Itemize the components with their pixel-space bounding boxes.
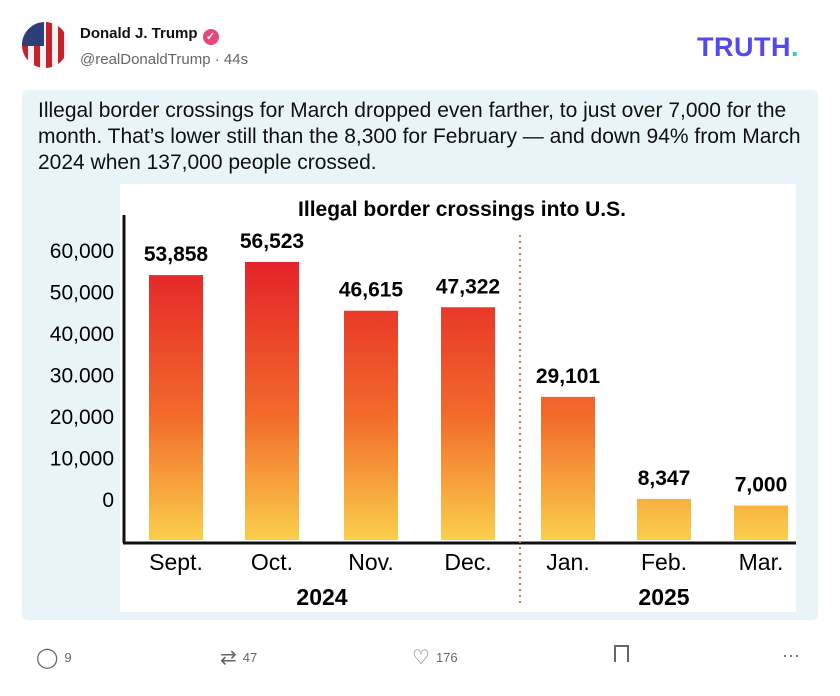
chart: Illegal border crossings into U.S. 60,00… xyxy=(50,198,796,610)
y-tick-label: 20,000 xyxy=(50,406,114,429)
retruth-icon: ⇄ xyxy=(220,647,237,669)
post-text: Illegal border crossings for March dropp… xyxy=(38,99,801,174)
chart-title: Illegal border crossings into U.S. xyxy=(298,198,626,221)
bar-value-label: 56,523 xyxy=(240,230,304,253)
y-tick-label: 40,000 xyxy=(50,323,114,346)
verified-badge-icon: ✓ xyxy=(202,29,219,45)
bar-sept xyxy=(149,275,203,540)
x-tick-label: Sept. xyxy=(149,549,203,575)
bar-jan xyxy=(541,396,595,540)
bar-feb xyxy=(637,498,691,540)
bar-value-label: 46,615 xyxy=(339,279,404,302)
x-tick-label: Jan. xyxy=(546,549,589,575)
bar-value-label: 29,101 xyxy=(536,365,601,388)
author-handle: @realDonaldTrump · 44s xyxy=(80,51,249,68)
x-tick-label: Oct. xyxy=(251,549,293,575)
retruth-button[interactable]: ⇄ 47 xyxy=(220,647,258,669)
y-tick-label: 30.000 xyxy=(50,365,114,388)
x-tick-label: Feb. xyxy=(641,549,687,575)
bar-value-label: 47,322 xyxy=(436,275,500,298)
x-tick-label: Mar. xyxy=(739,549,784,575)
y-tick-label: 10,000 xyxy=(50,448,114,471)
bookmark-icon xyxy=(614,645,629,662)
y-tick-label: 60,000 xyxy=(50,240,114,263)
y-tick-label: 0 xyxy=(102,489,114,512)
y-tick-label: 50,000 xyxy=(50,282,114,305)
year-label: 2025 xyxy=(638,584,689,610)
bar-oct xyxy=(245,262,299,540)
bar-nov xyxy=(344,310,398,540)
bar-dec xyxy=(441,307,495,540)
more-icon: ··· xyxy=(782,645,800,665)
reply-button[interactable]: ◯ 9 xyxy=(36,647,72,669)
bar-value-label: 53,858 xyxy=(144,243,209,266)
avatar[interactable] xyxy=(22,22,68,68)
year-label: 2024 xyxy=(296,584,347,610)
x-tick-label: Nov. xyxy=(348,549,394,575)
x-tick-label: Dec. xyxy=(444,549,491,575)
bar-mar xyxy=(734,505,788,540)
bar-value-label: 8,347 xyxy=(638,467,691,490)
like-button[interactable]: ♡ 176 xyxy=(412,647,458,669)
reply-icon: ◯ xyxy=(36,647,59,669)
heart-icon: ♡ xyxy=(412,647,430,669)
bar-value-label: 7,000 xyxy=(735,474,788,497)
more-options-button[interactable]: ··· xyxy=(782,645,800,666)
author-name[interactable]: Donald J. Trump ✓ xyxy=(80,25,219,45)
bookmark-button[interactable] xyxy=(614,645,629,662)
timestamp: 44s xyxy=(223,51,249,68)
truth-logo[interactable]: TRUTH. xyxy=(697,32,799,62)
